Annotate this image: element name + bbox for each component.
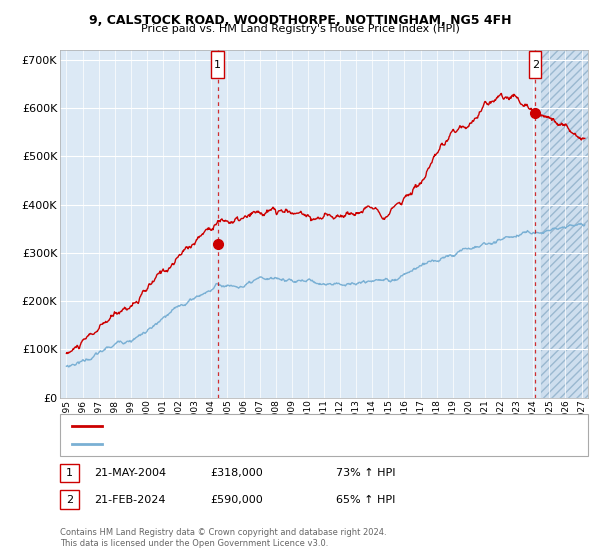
FancyBboxPatch shape <box>529 52 541 78</box>
Text: £590,000: £590,000 <box>210 494 263 505</box>
Text: 2: 2 <box>532 60 539 70</box>
Text: 2: 2 <box>66 494 73 505</box>
FancyBboxPatch shape <box>211 52 224 78</box>
Bar <box>541 50 588 398</box>
Text: £318,000: £318,000 <box>210 468 263 478</box>
Bar <box>541 50 588 398</box>
Text: 21-MAY-2004: 21-MAY-2004 <box>94 468 166 478</box>
Text: 21-FEB-2024: 21-FEB-2024 <box>94 494 166 505</box>
Text: 9, CALSTOCK ROAD, WOODTHORPE, NOTTINGHAM, NG5 4FH (detached house): 9, CALSTOCK ROAD, WOODTHORPE, NOTTINGHAM… <box>108 421 519 431</box>
Text: Contains HM Land Registry data © Crown copyright and database right 2024.
This d: Contains HM Land Registry data © Crown c… <box>60 528 386 548</box>
Text: 1: 1 <box>214 60 221 70</box>
Text: 1: 1 <box>66 468 73 478</box>
Text: HPI: Average price, detached house, Gedling: HPI: Average price, detached house, Gedl… <box>108 439 341 449</box>
Text: Price paid vs. HM Land Registry's House Price Index (HPI): Price paid vs. HM Land Registry's House … <box>140 24 460 34</box>
Text: 9, CALSTOCK ROAD, WOODTHORPE, NOTTINGHAM, NG5 4FH: 9, CALSTOCK ROAD, WOODTHORPE, NOTTINGHAM… <box>89 14 511 27</box>
Text: 73% ↑ HPI: 73% ↑ HPI <box>336 468 395 478</box>
Text: 65% ↑ HPI: 65% ↑ HPI <box>336 494 395 505</box>
